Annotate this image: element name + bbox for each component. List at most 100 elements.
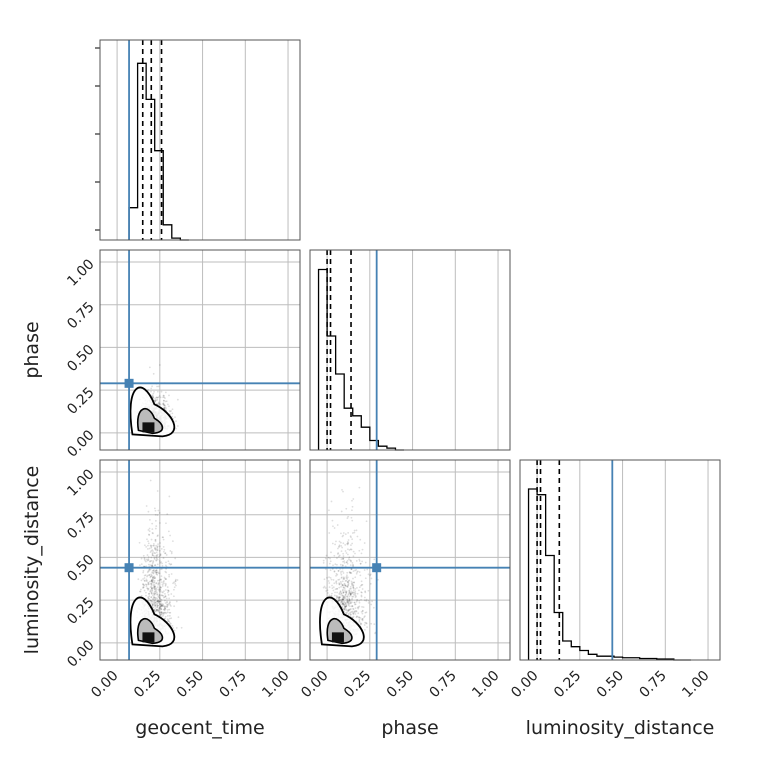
scatter-point <box>150 580 153 583</box>
scatter-point <box>365 622 368 624</box>
scatter-point <box>172 582 174 585</box>
scatter-point <box>336 547 339 550</box>
scatter-point <box>342 584 345 587</box>
scatter-point <box>162 403 164 405</box>
scatter-point <box>345 609 348 612</box>
scatter-point <box>156 600 159 603</box>
scatter-point <box>167 603 169 606</box>
scatter-point <box>164 400 167 403</box>
scatter-point <box>346 601 349 604</box>
scatter-point <box>353 610 356 613</box>
scatter-point <box>170 605 172 607</box>
scatter-point <box>151 576 154 579</box>
scatter-point <box>138 541 141 544</box>
scatter-point <box>346 576 349 579</box>
scatter-point <box>168 409 171 412</box>
scatter-point <box>166 586 169 588</box>
scatter-point <box>351 583 354 586</box>
scatter-point <box>177 616 180 619</box>
scatter-point <box>172 627 175 629</box>
scatter-point <box>156 593 159 596</box>
scatter-point <box>354 587 357 590</box>
scatter-point <box>355 572 358 575</box>
scatter-point <box>150 545 153 548</box>
scatter-point <box>352 591 355 594</box>
scatter-point <box>146 574 149 577</box>
scatter-point <box>168 608 171 611</box>
scatter-point <box>360 594 363 597</box>
scatter-point <box>151 394 154 397</box>
scatter-point <box>148 533 150 536</box>
scatter-point <box>151 562 154 565</box>
scatter-point <box>158 600 161 603</box>
x-tick-label: 0.50 <box>384 668 417 701</box>
x-tick-label: 0.00 <box>88 668 121 701</box>
scatter-point <box>173 629 176 632</box>
scatter-point <box>143 583 145 586</box>
scatter-point <box>155 588 158 591</box>
scatter-point <box>168 573 170 576</box>
scatter-point <box>151 564 154 567</box>
scatter-point <box>323 585 326 588</box>
scatter-point <box>352 589 355 591</box>
x-tick-label: 0.25 <box>341 668 374 701</box>
scatter-point <box>348 599 351 602</box>
scatter-point <box>151 564 154 567</box>
scatter-point <box>348 602 351 605</box>
scatter-point <box>147 544 149 547</box>
scatter-point <box>346 611 349 614</box>
scatter-point <box>146 575 148 578</box>
scatter-point <box>147 542 150 545</box>
scatter-point <box>337 569 340 572</box>
scatter-point <box>162 403 165 405</box>
scatter-point <box>149 560 152 563</box>
scatter-point <box>160 586 163 589</box>
scatter-point <box>344 590 347 593</box>
scatter-point <box>151 603 154 606</box>
scatter-point <box>349 559 351 562</box>
scatter-point <box>350 587 352 590</box>
scatter-point <box>156 573 159 576</box>
scatter-point <box>356 535 359 538</box>
scatter-point <box>162 613 165 615</box>
scatter-point <box>358 599 361 602</box>
scatter-point <box>152 572 154 574</box>
scatter-point <box>166 600 168 603</box>
scatter-point <box>150 559 153 562</box>
scatter-point <box>351 519 354 522</box>
scatter-point <box>151 549 154 551</box>
scatter-point <box>356 592 359 595</box>
scatter-point <box>357 612 360 615</box>
scatter-point <box>342 560 344 563</box>
scatter-point <box>163 596 166 599</box>
scatter-point <box>147 596 149 599</box>
scatter-point <box>156 563 159 566</box>
scatter-point <box>152 600 155 603</box>
scatter-point <box>372 606 375 609</box>
scatter-point <box>331 584 333 587</box>
scatter-point <box>337 546 340 548</box>
scatter-point <box>142 571 145 574</box>
scatter-point <box>346 586 349 588</box>
truth-marker <box>124 378 134 388</box>
scatter-point <box>352 585 355 587</box>
scatter-point <box>345 592 348 595</box>
y-label-luminosity-distance: luminosity_distance <box>21 466 43 655</box>
scatter-point <box>166 601 168 604</box>
scatter-point <box>159 562 161 564</box>
scatter-point <box>154 592 157 595</box>
scatter-point <box>152 560 155 562</box>
scatter-point <box>342 586 345 589</box>
scatter-point <box>166 513 169 516</box>
scatter-point <box>153 596 156 599</box>
scatter-point <box>164 582 167 585</box>
scatter-point <box>151 552 154 554</box>
scatter-point <box>163 608 165 611</box>
scatter-point <box>343 578 346 580</box>
scatter-point <box>355 616 358 619</box>
scatter-point <box>345 612 348 615</box>
scatter-point <box>354 610 357 612</box>
scatter-point <box>345 590 348 593</box>
scatter-point <box>369 582 372 585</box>
scatter-point <box>347 601 350 604</box>
